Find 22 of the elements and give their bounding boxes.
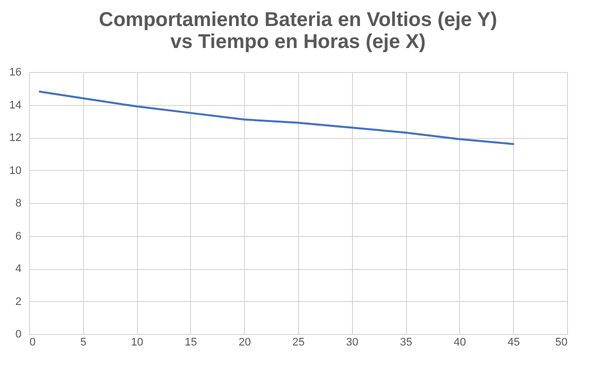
y-tick-label: 8 (15, 198, 22, 210)
x-tick-label: 20 (238, 336, 251, 348)
y-tick-label: 16 (9, 66, 22, 78)
y-tick-label: 2 (15, 296, 22, 308)
x-tick-label: 15 (184, 336, 198, 348)
y-tick-label: 6 (15, 230, 22, 242)
x-tick-label: 35 (400, 336, 412, 348)
y-tick-label: 12 (9, 132, 22, 144)
x-tick-label: 50 (555, 336, 568, 348)
y-tick-label: 4 (15, 263, 22, 275)
x-tick-label: 40 (454, 336, 466, 348)
line-series (38, 90, 514, 146)
x-tick-label: 0 (30, 336, 36, 348)
x-tick-label: 10 (130, 336, 144, 348)
x-tick-label: 25 (292, 336, 305, 348)
x-tick-label: 5 (80, 336, 86, 348)
y-tick-label: 0 (15, 328, 22, 340)
y-tick-label: 10 (9, 164, 22, 177)
chart-title: Comportamiento Bateria en Voltios (eje Y) vs Tiempo en Horas (eje X) (98, 9, 498, 53)
x-tick-label: 30 (346, 336, 358, 348)
y-tick-label: 14 (9, 99, 22, 112)
x-tick-label: 45 (508, 336, 520, 348)
